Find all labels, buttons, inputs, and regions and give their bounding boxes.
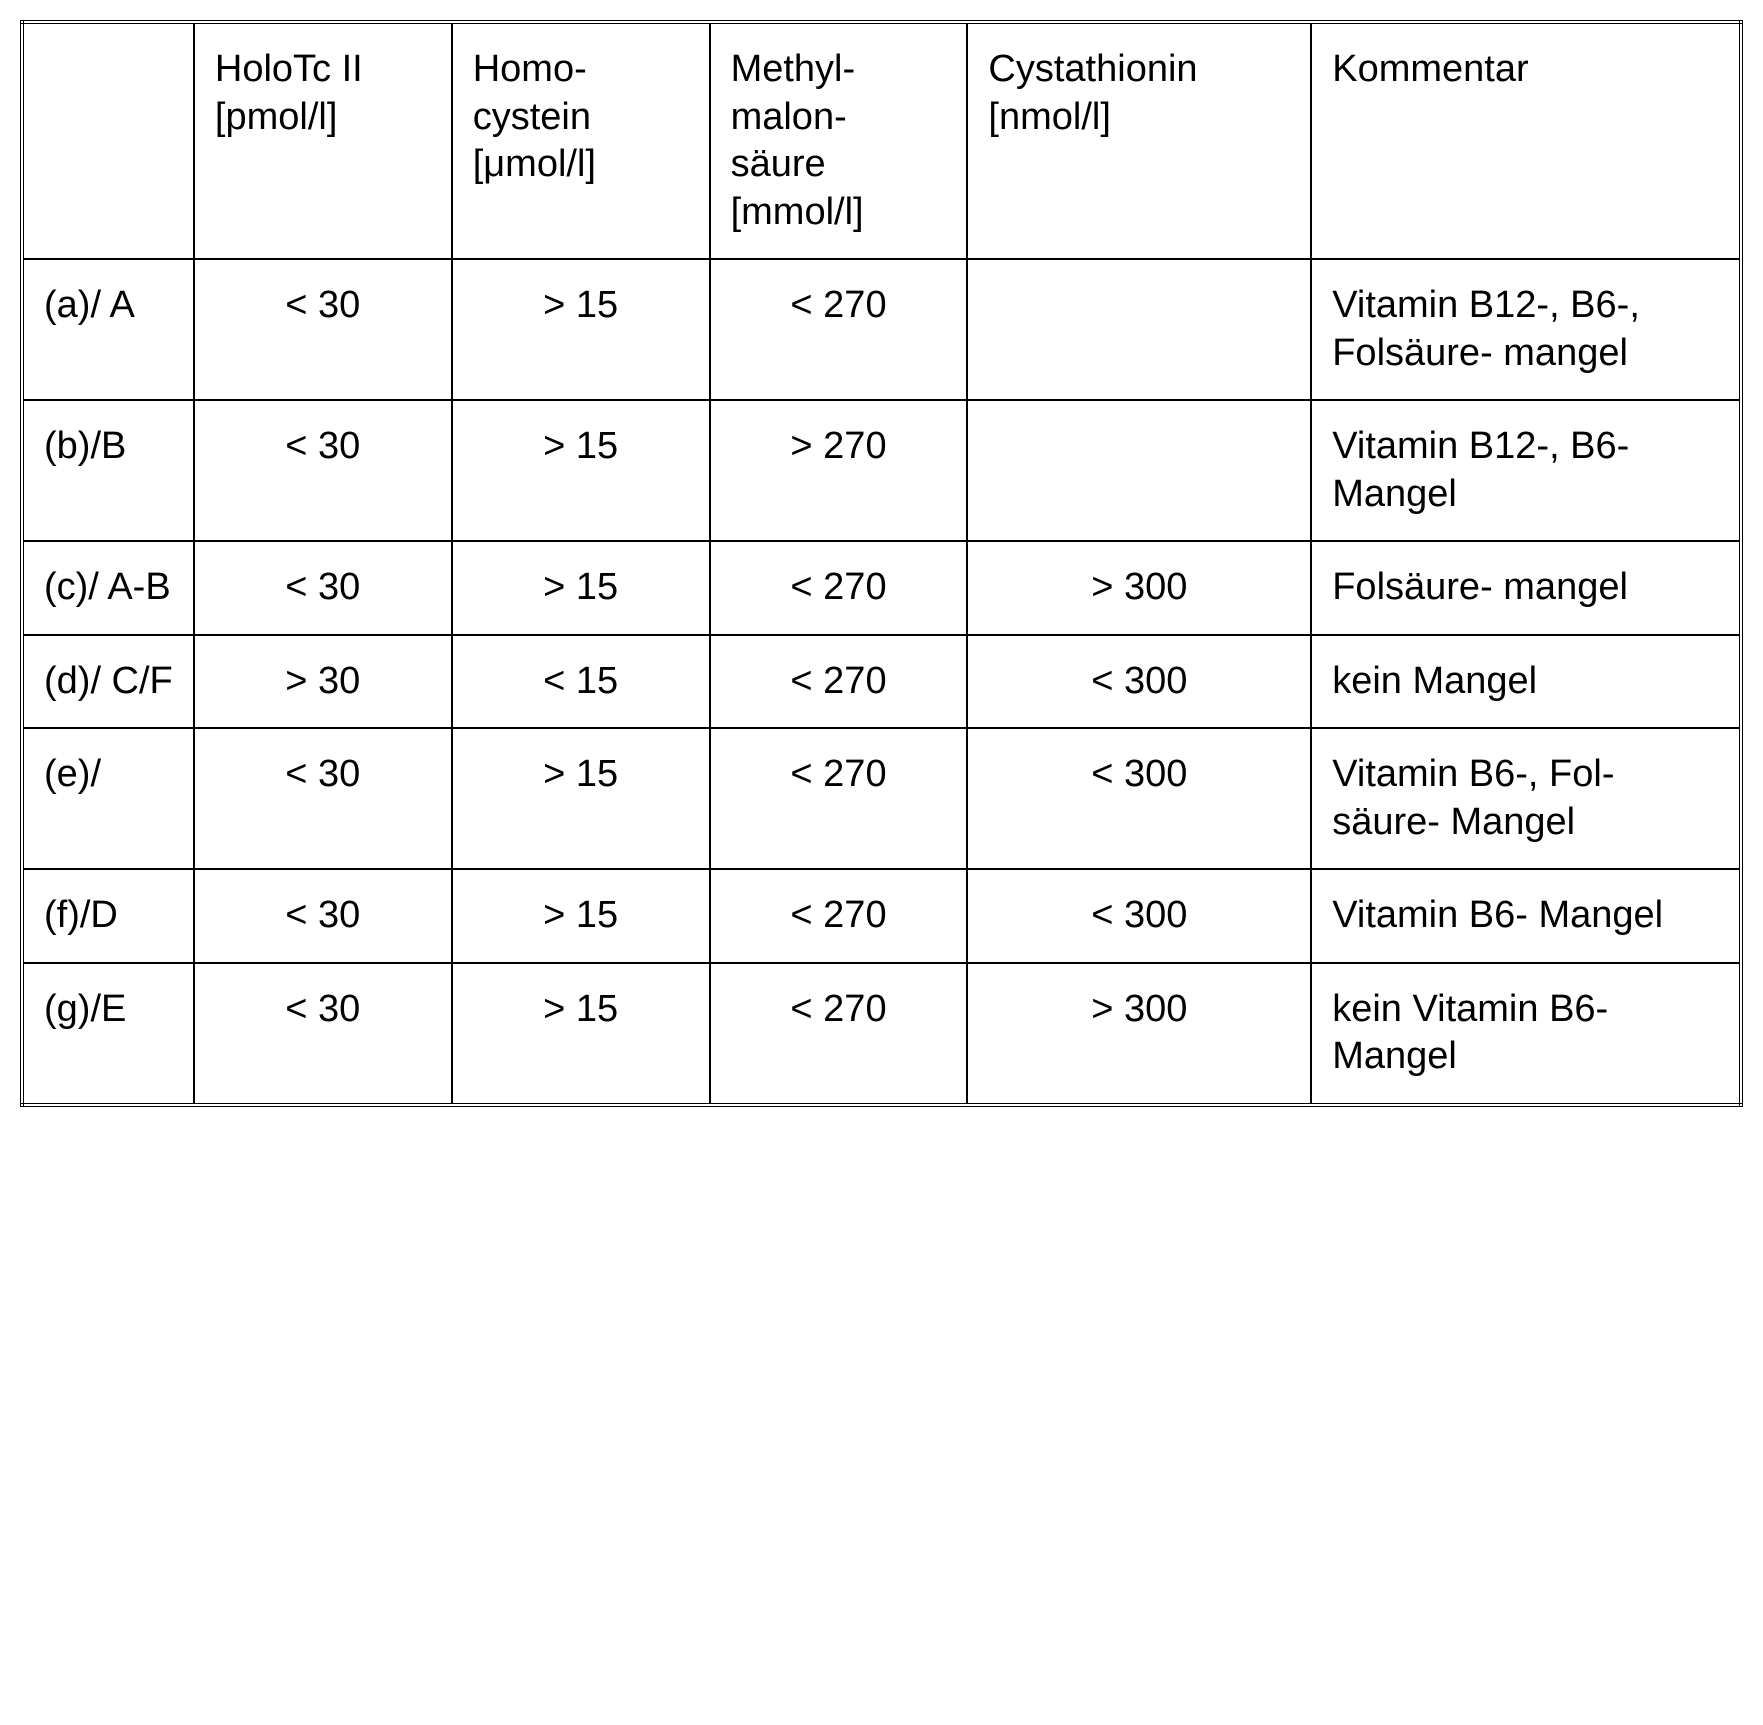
cell-label: (d)/ C/F (22, 635, 194, 729)
cell-holotc: < 30 (194, 259, 452, 400)
table-row: (a)/ A < 30 > 15 < 270 Vitamin B12-, B6-… (22, 259, 1741, 400)
cell-homocystein: > 15 (452, 728, 710, 869)
cell-label: (b)/B (22, 400, 194, 541)
cell-cystathionin (967, 400, 1311, 541)
table-row: (d)/ C/F > 30 < 15 < 270 < 300 kein Mang… (22, 635, 1741, 729)
header-kommentar: Kommentar (1311, 22, 1741, 259)
cell-holotc: < 30 (194, 400, 452, 541)
cell-cystathionin: < 300 (967, 635, 1311, 729)
cell-homocystein: > 15 (452, 541, 710, 635)
cell-kommentar: kein Mangel (1311, 635, 1741, 729)
cell-holotc: < 30 (194, 541, 452, 635)
cell-holotc: > 30 (194, 635, 452, 729)
cell-kommentar: Folsäure- mangel (1311, 541, 1741, 635)
cell-label: (a)/ A (22, 259, 194, 400)
cell-cystathionin: < 300 (967, 728, 1311, 869)
table-row: (g)/E < 30 > 15 < 270 > 300 kein Vitamin… (22, 963, 1741, 1105)
cell-kommentar: Vitamin B6-, Fol- säure- Mangel (1311, 728, 1741, 869)
cell-label: (c)/ A-B (22, 541, 194, 635)
header-cystathionin: Cystathionin [nmol/l] (967, 22, 1311, 259)
cell-kommentar: Vitamin B12-, B6-, Folsäure- mangel (1311, 259, 1741, 400)
cell-kommentar: Vitamin B6- Mangel (1311, 869, 1741, 963)
table-body: (a)/ A < 30 > 15 < 270 Vitamin B12-, B6-… (22, 259, 1741, 1105)
table-header-row: HoloTc II [pmol/l] Homo- cystein [μmol/l… (22, 22, 1741, 259)
cell-methylmalon: < 270 (710, 541, 968, 635)
header-methylmalon: Methyl- malon- säure [mmol/l] (710, 22, 968, 259)
cell-kommentar: Vitamin B12-, B6- Mangel (1311, 400, 1741, 541)
table-row: (c)/ A-B < 30 > 15 < 270 > 300 Folsäure-… (22, 541, 1741, 635)
cell-homocystein: > 15 (452, 963, 710, 1105)
cell-methylmalon: < 270 (710, 259, 968, 400)
cell-label: (f)/D (22, 869, 194, 963)
cell-holotc: < 30 (194, 728, 452, 869)
header-holotc: HoloTc II [pmol/l] (194, 22, 452, 259)
header-label (22, 22, 194, 259)
table-row: (f)/D < 30 > 15 < 270 < 300 Vitamin B6- … (22, 869, 1741, 963)
cell-label: (e)/ (22, 728, 194, 869)
cell-homocystein: > 15 (452, 400, 710, 541)
cell-homocystein: > 15 (452, 869, 710, 963)
cell-kommentar: kein Vitamin B6- Mangel (1311, 963, 1741, 1105)
cell-label: (g)/E (22, 963, 194, 1105)
cell-methylmalon: < 270 (710, 963, 968, 1105)
cell-methylmalon: < 270 (710, 635, 968, 729)
cell-homocystein: < 15 (452, 635, 710, 729)
cell-methylmalon: < 270 (710, 728, 968, 869)
header-homocystein: Homo- cystein [μmol/l] (452, 22, 710, 259)
cell-cystathionin (967, 259, 1311, 400)
cell-holotc: < 30 (194, 869, 452, 963)
cell-homocystein: > 15 (452, 259, 710, 400)
cell-methylmalon: > 270 (710, 400, 968, 541)
cell-holotc: < 30 (194, 963, 452, 1105)
cell-methylmalon: < 270 (710, 869, 968, 963)
cell-cystathionin: > 300 (967, 963, 1311, 1105)
vitamin-deficiency-table: HoloTc II [pmol/l] Homo- cystein [μmol/l… (20, 20, 1743, 1107)
cell-cystathionin: < 300 (967, 869, 1311, 963)
table-row: (b)/B < 30 > 15 > 270 Vitamin B12-, B6- … (22, 400, 1741, 541)
cell-cystathionin: > 300 (967, 541, 1311, 635)
table-row: (e)/ < 30 > 15 < 270 < 300 Vitamin B6-, … (22, 728, 1741, 869)
